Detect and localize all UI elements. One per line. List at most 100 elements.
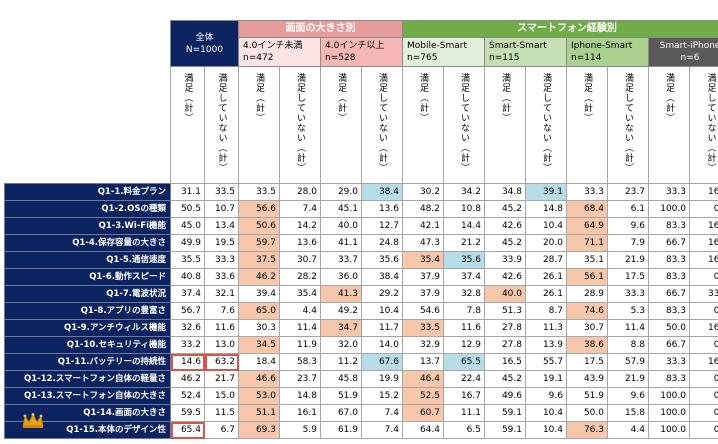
table-cell: 37.4 [443, 268, 485, 286]
table-cell: 9.6 [525, 387, 567, 405]
table-cell: 16.7 [443, 387, 485, 405]
table-cell: 65.4 [170, 421, 205, 439]
table-cell: 33.3 [648, 183, 690, 201]
table-cell: 45.2 [484, 200, 526, 218]
table-cell: 35.6 [361, 251, 403, 269]
table-cell: 41.1 [320, 234, 362, 252]
subgroup-header: 4.0インチ以上 n=528 [320, 37, 403, 67]
table-cell: 19.5 [204, 234, 239, 252]
table-cell: 42.1 [402, 217, 444, 235]
table-cell: 40.0 [484, 285, 526, 303]
table-cell: 45.2 [484, 370, 526, 388]
table-cell: 26.1 [525, 268, 567, 286]
table-cell: 15.2 [361, 387, 403, 405]
table-cell: 59.5 [170, 404, 205, 422]
table-cell: 21.2 [443, 234, 485, 252]
table-cell: 16.7 [688, 319, 718, 337]
overall-title: 全体 [195, 32, 214, 43]
table-cell: 6.1 [607, 200, 649, 218]
table-cell: 15.8 [607, 404, 649, 422]
table-cell: 32.1 [204, 285, 239, 303]
table-cell: 37.4 [170, 285, 205, 303]
table-cell: 35.1 [566, 251, 608, 269]
table-cell: 83.3 [648, 217, 690, 235]
table-cell: 51.9 [320, 387, 362, 405]
table-cell: 16.5 [484, 353, 526, 371]
table-cell: 23.7 [279, 370, 321, 388]
table-cell: 33.5 [402, 319, 444, 337]
table-cell: 59.1 [484, 404, 526, 422]
table-cell: 11.4 [279, 319, 321, 337]
row-label: Q1-7.電波状況 [4, 285, 171, 303]
table-cell: 34.5 [238, 336, 280, 354]
table-cell: 100.0 [648, 404, 690, 422]
table-cell: 11.2 [320, 353, 362, 371]
table-cell: 42.6 [484, 268, 526, 286]
table-cell: 9.6 [607, 217, 649, 235]
overall-header: 全体 N=1000 [170, 20, 239, 67]
table-cell: 32.9 [402, 336, 444, 354]
table-cell: 33.3 [607, 285, 649, 303]
table-cell: 40.8 [170, 268, 205, 286]
row-label: Q1-6.動作スピード [4, 268, 171, 286]
table-cell: 40.0 [320, 217, 362, 235]
table-cell: 10.4 [525, 421, 567, 439]
table-cell: 0.0 [688, 200, 718, 218]
table-cell: 83.3 [648, 370, 690, 388]
row-label: Q1-2.OSの種類 [4, 200, 171, 218]
table-row: Q1-9.アンチウィルス機能 32.6 11.6 30.3 11.4 34.7 11.7 33… [4, 319, 718, 337]
table-cell: 34.2 [443, 183, 485, 201]
table-cell: 14.8 [279, 387, 321, 405]
table-cell: 45.1 [320, 200, 362, 218]
table-cell: 67.0 [320, 404, 362, 422]
table-cell: 33.3 [566, 183, 608, 201]
table-cell: 11.6 [204, 319, 239, 337]
subgroup-header: Iphone-Smart n=114 [566, 37, 649, 67]
table-cell: 33.3 [648, 353, 690, 371]
row-label: Q1-5.通信速度 [4, 251, 171, 269]
table-cell: 35.4 [279, 285, 321, 303]
table-cell: 26.1 [525, 285, 567, 303]
corner-cell [4, 20, 171, 38]
col-header-unsatisfied: 満足していない（計） [525, 66, 567, 184]
table-cell: 11.1 [443, 404, 485, 422]
table-cell: 21.9 [607, 370, 649, 388]
table-cell: 51.3 [484, 302, 526, 320]
table-cell: 53.0 [238, 387, 280, 405]
table-cell: 32.0 [320, 336, 362, 354]
col-header-satisfied: 満足（計） [648, 66, 690, 184]
table-cell: 14.8 [525, 200, 567, 218]
table-cell: 15.0 [204, 387, 239, 405]
table-row: Q1-10.セキュリティ機能 33.2 13.0 34.5 11.9 32.0 14.0 32… [4, 336, 718, 354]
table-cell: 65.5 [443, 353, 485, 371]
table-cell: 7.4 [361, 421, 403, 439]
table-cell: 14.4 [443, 217, 485, 235]
table-cell: 76.3 [566, 421, 608, 439]
table-cell: 16.7 [688, 234, 718, 252]
subgroup-header: Mobile-Smart n=765 [402, 37, 485, 67]
table-cell: 71.1 [566, 234, 608, 252]
col-header-unsatisfied: 満足していない（計） [443, 66, 485, 184]
overall-n: N=1000 [185, 44, 224, 55]
table-cell: 42.6 [484, 217, 526, 235]
table-cell: 34.7 [320, 319, 362, 337]
table-row: Q1-15.本体のデザイン性 65.4 6.7 69.3 5.9 61.9 7.4 64.4 6… [4, 421, 718, 439]
table-cell: 83.3 [648, 302, 690, 320]
table-cell: 29.0 [320, 183, 362, 201]
crown-icon [22, 413, 44, 428]
table-cell: 13.7 [402, 353, 444, 371]
col-header-unsatisfied: 満足していない（計） [279, 66, 321, 184]
table-cell: 33.3 [204, 251, 239, 269]
table-cell: 17.5 [607, 268, 649, 286]
table-cell: 61.9 [320, 421, 362, 439]
row-label: Q1-12.スマートフォン自体の軽量さ [4, 370, 171, 388]
table-cell: 83.3 [648, 251, 690, 269]
table-cell: 11.9 [279, 336, 321, 354]
table-row: Q1-11.バッテリーの持続性 14.6 63.2 18.4 58.3 11.2 67.6 1… [4, 353, 718, 371]
table-cell: 49.6 [484, 387, 526, 405]
table-cell: 0.0 [688, 387, 718, 405]
table-cell: 50.0 [566, 404, 608, 422]
table-row: Q1-2.OSの種類 50.5 10.7 56.6 7.4 45.1 13.6 48.2 10.… [4, 200, 718, 218]
table-cell: 46.2 [238, 268, 280, 286]
table-cell: 54.6 [402, 302, 444, 320]
